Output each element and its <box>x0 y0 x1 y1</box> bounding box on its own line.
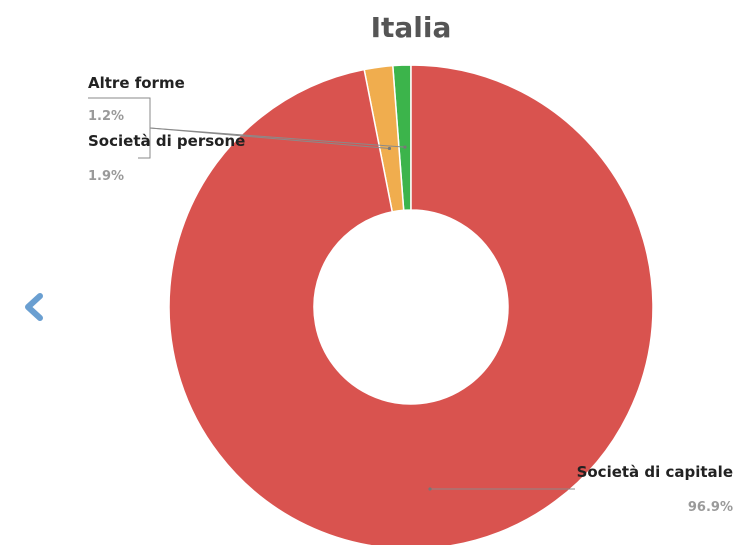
chevron-left-icon[interactable] <box>25 293 43 321</box>
label-bracket-altre-forme <box>88 97 151 128</box>
label-value-altre-forme: 1.2% <box>88 109 124 124</box>
label-bracket-societa-di-persone <box>138 128 151 159</box>
label-name-societa-di-capitale: Società di capitale <box>577 463 733 481</box>
leader-dot-societa-di-persone <box>387 146 392 151</box>
slices-group <box>168 64 654 545</box>
labels-group: Altre forme 1.2% Società di persone 1.9% Soc… <box>88 74 733 515</box>
label-value-societa-di-persone: 1.9% <box>88 169 124 184</box>
slice-societa-di-capitale[interactable] <box>168 64 654 545</box>
label-value-societa-di-capitale: 96.9% <box>688 500 733 515</box>
leader-line-societa-di-persone <box>149 127 390 149</box>
label-name-altre-forme: Altre forme <box>88 74 185 92</box>
leader-dot-altre-forme <box>403 145 407 149</box>
chart-title: Italia <box>371 11 452 44</box>
leader-dot-societa-di-capitale <box>428 487 432 491</box>
label-name-societa-di-persone: Società di persone <box>88 132 245 150</box>
